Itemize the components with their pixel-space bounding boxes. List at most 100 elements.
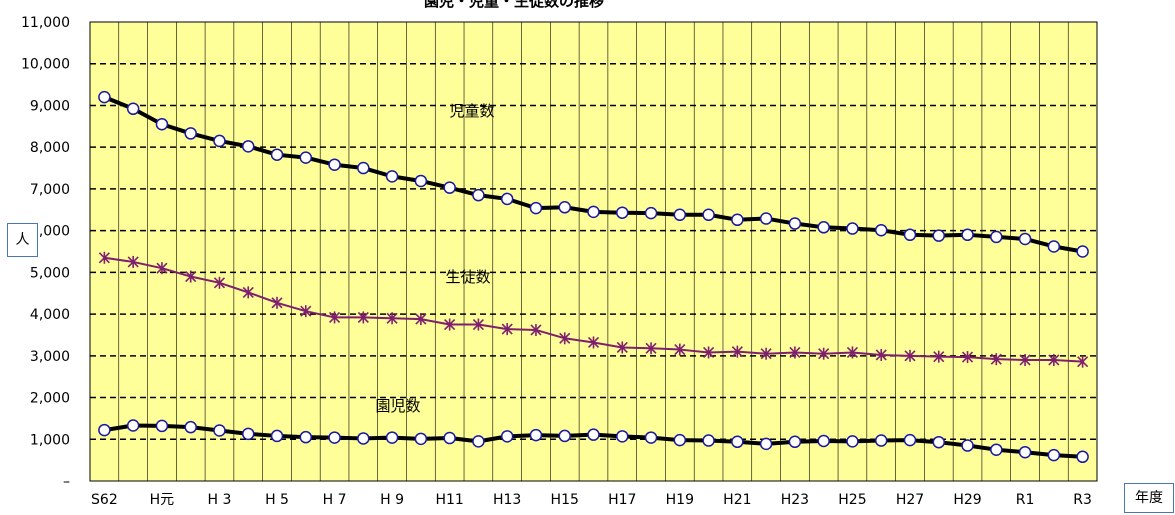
data-point <box>98 423 111 437</box>
data-point <box>990 230 1003 244</box>
x-tick-label: H元 <box>150 492 175 508</box>
data-point <box>932 229 946 242</box>
data-point <box>673 433 687 447</box>
data-point <box>98 90 111 104</box>
data-point <box>587 336 600 349</box>
x-tick-label: H23 <box>781 492 809 508</box>
x-tick-label: H15 <box>551 492 579 508</box>
data-point <box>530 323 542 336</box>
data-point <box>703 346 715 359</box>
data-point <box>990 443 1003 456</box>
data-point <box>500 430 514 443</box>
data-point <box>961 351 974 364</box>
data-point <box>472 435 485 448</box>
data-point <box>98 251 110 264</box>
data-point <box>702 434 715 447</box>
x-axis-unit-label: 年度 <box>1124 483 1174 513</box>
data-point <box>644 206 658 220</box>
x-tick-label: H27 <box>896 492 924 508</box>
data-point <box>529 201 543 215</box>
data-point <box>185 270 197 283</box>
data-point <box>529 428 543 442</box>
data-point <box>443 431 456 445</box>
x-tick-label: H13 <box>493 492 521 508</box>
y-tick-label: 3,000 <box>30 349 70 365</box>
data-point <box>933 350 945 363</box>
data-point <box>789 346 801 359</box>
data-point <box>558 201 571 214</box>
data-point <box>1047 448 1061 462</box>
x-tick-label: H11 <box>435 492 463 508</box>
data-point <box>702 208 715 222</box>
data-point <box>299 430 313 444</box>
data-point <box>270 148 284 161</box>
y-tick-label: 5,000 <box>30 265 70 281</box>
series-label-jido: 児童数 <box>449 102 494 120</box>
data-point <box>932 435 946 449</box>
data-point <box>271 296 283 309</box>
x-tick-label: S62 <box>91 492 118 508</box>
data-point <box>184 420 197 434</box>
data-point <box>443 181 456 194</box>
data-point <box>328 431 341 444</box>
x-tick-label: H 7 <box>323 492 347 508</box>
x-axis-ticks: S62 H元 H 3 H 5 H 7 H 9 H11 H13 H15 H17 H19 H21 H23 H2… <box>91 492 1092 508</box>
x-tick-label: H21 <box>723 492 751 508</box>
y-tick-label: 1,000 <box>30 432 70 448</box>
y-tick-label: 6,000 <box>30 224 70 240</box>
data-point <box>1076 245 1089 258</box>
data-point <box>760 347 772 360</box>
plot-area <box>89 21 1098 482</box>
data-point <box>846 435 859 448</box>
x-tick-label: H 5 <box>265 492 289 508</box>
y-tick-label: 11,000 <box>21 15 70 31</box>
data-point <box>759 437 773 451</box>
x-tick-label: R1 <box>1016 492 1035 508</box>
data-point <box>241 140 255 153</box>
data-point <box>126 102 140 116</box>
data-point <box>587 428 600 441</box>
data-point <box>875 348 887 361</box>
data-point <box>444 318 456 331</box>
data-point <box>559 332 571 345</box>
data-point <box>357 432 370 445</box>
x-tick-label: H17 <box>608 492 636 508</box>
data-point <box>357 311 369 324</box>
data-point <box>155 117 169 131</box>
data-point <box>385 170 399 183</box>
data-point <box>788 217 802 230</box>
x-tick-label: H19 <box>666 492 694 508</box>
data-point <box>759 212 773 225</box>
data-point <box>299 151 313 164</box>
data-point <box>616 341 628 354</box>
data-point <box>731 213 744 227</box>
data-point <box>472 318 484 331</box>
data-point <box>818 347 830 360</box>
data-point <box>558 429 571 443</box>
x-tick-label: H29 <box>953 492 981 508</box>
data-point <box>385 431 399 444</box>
data-point <box>270 429 284 443</box>
data-point <box>1077 355 1089 368</box>
data-point <box>1019 353 1031 366</box>
y-tick-label: 9,000 <box>30 98 70 114</box>
data-point <box>874 223 888 237</box>
data-point <box>1048 353 1060 366</box>
data-point <box>501 323 513 336</box>
data-point <box>673 208 687 222</box>
y-tick-label: 7,000 <box>30 182 70 198</box>
y-tick-label: 2,000 <box>30 391 70 407</box>
data-point <box>184 127 197 140</box>
data-point <box>127 255 139 268</box>
vertical-gridlines <box>118 22 1069 481</box>
data-point <box>300 305 312 318</box>
series-label-seito: 生徒数 <box>445 268 490 286</box>
data-point <box>415 313 427 326</box>
data-point <box>386 312 398 325</box>
series-label-enji: 園児数 <box>375 397 420 415</box>
data-point <box>846 346 859 359</box>
x-tick-label: H25 <box>838 492 866 508</box>
data-point <box>1076 450 1089 464</box>
data-point <box>990 353 1002 366</box>
